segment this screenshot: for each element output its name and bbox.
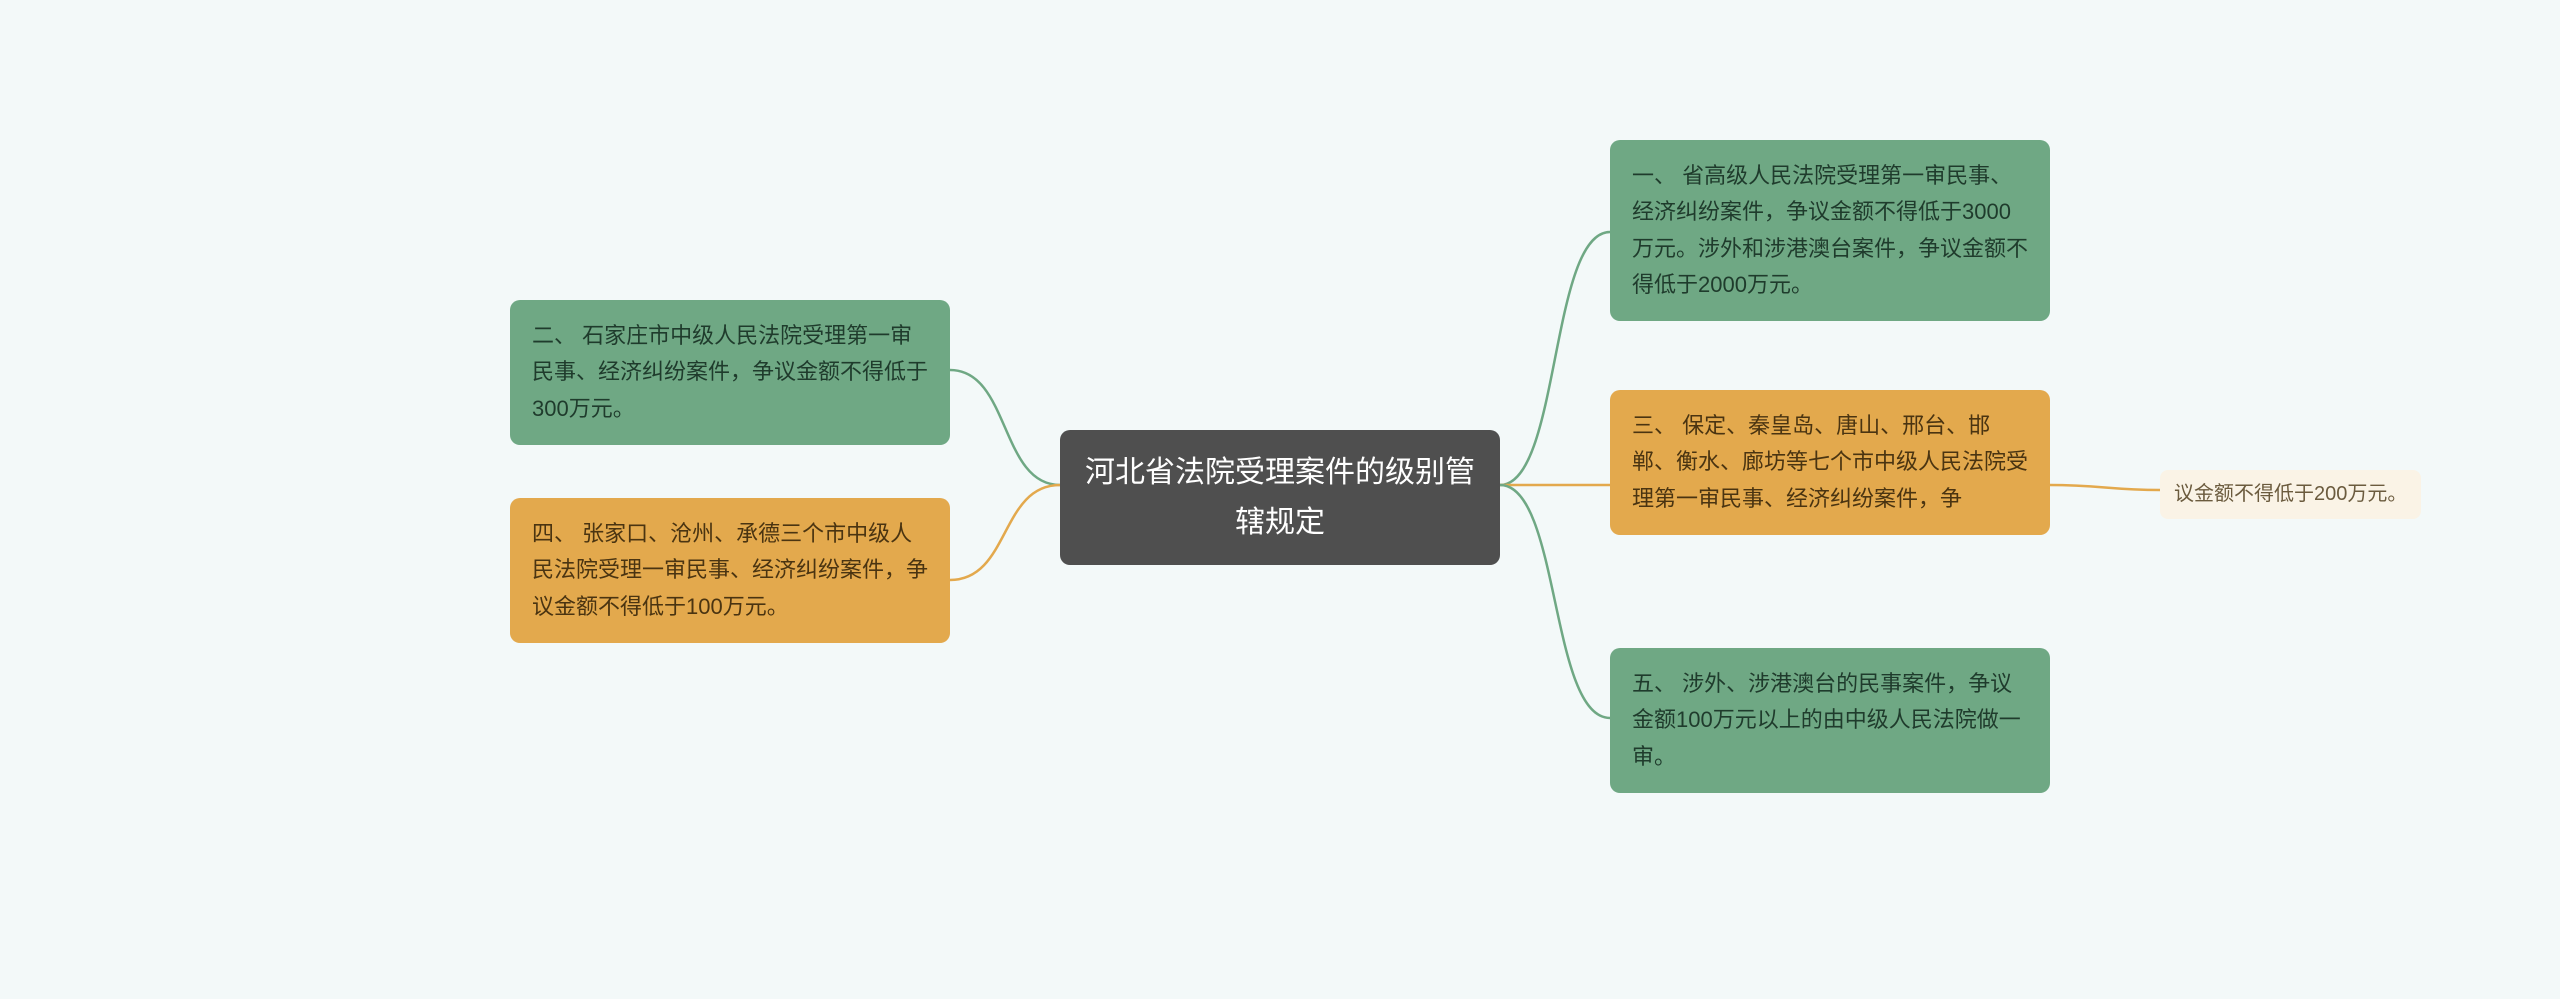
connector	[950, 485, 1060, 580]
node-item-4: 四、 张家口、沧州、承德三个市中级人民法院受理一审民事、经济纠纷案件，争议金额不…	[510, 498, 950, 643]
connector	[950, 370, 1060, 485]
leaf-node: 议金额不得低于200万元。	[2160, 470, 2421, 519]
connector	[1500, 232, 1610, 485]
connector	[1500, 485, 1610, 718]
node-item-5: 五、 涉外、涉港澳台的民事案件，争议金额100万元以上的由中级人民法院做一审。	[1610, 648, 2050, 793]
node-item-3: 三、 保定、秦皇岛、唐山、邢台、邯郸、衡水、廊坊等七个市中级人民法院受理第一审民…	[1610, 390, 2050, 535]
center-node: 河北省法院受理案件的级别管辖规定	[1060, 430, 1500, 565]
node-item-1: 一、 省高级人民法院受理第一审民事、经济纠纷案件，争议金额不得低于3000万元。…	[1610, 140, 2050, 321]
node-item-2: 二、 石家庄市中级人民法院受理第一审民事、经济纠纷案件，争议金额不得低于300万…	[510, 300, 950, 445]
connector	[2050, 485, 2160, 490]
